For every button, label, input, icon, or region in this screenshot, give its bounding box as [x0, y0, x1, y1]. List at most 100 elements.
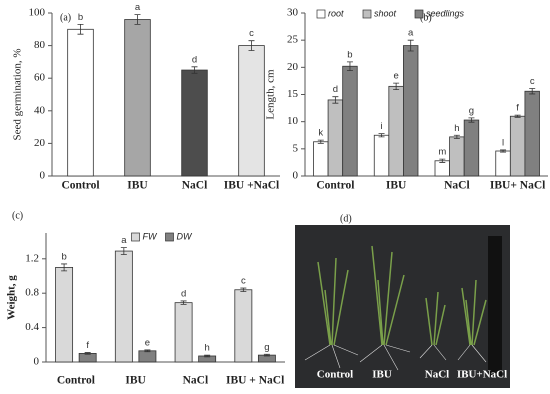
- bar: [238, 45, 265, 177]
- bar: [67, 28, 94, 177]
- error-bar: [332, 96, 339, 104]
- y-axis-label: Seed germination, %: [12, 49, 24, 141]
- legend-swatch: [414, 9, 424, 19]
- x-tick-label: NaCl: [183, 375, 209, 387]
- x-tick-label: Control: [61, 180, 99, 192]
- significance-letter: h: [454, 123, 459, 134]
- error-bar: [453, 134, 460, 139]
- significance-letter: d: [192, 54, 197, 65]
- bar: [138, 350, 157, 363]
- significance-letter: d: [181, 288, 186, 299]
- error-bar: [61, 263, 68, 272]
- legend-label: FW: [143, 231, 158, 241]
- bar: [114, 250, 133, 363]
- photo-label: IBU+NaCl: [457, 369, 507, 381]
- significance-letter: g: [264, 342, 269, 353]
- y-tick-label: 0.4: [25, 321, 39, 333]
- legend-label: seedlings: [426, 8, 465, 18]
- significance-letter: l: [502, 137, 504, 148]
- significance-letter: h: [205, 343, 210, 354]
- y-tick-label: 40: [34, 104, 46, 116]
- y-tick-label: 30: [287, 7, 299, 19]
- y-tick-label: 10: [287, 115, 299, 127]
- x-tick-label: NaCl: [182, 180, 208, 192]
- y-tick-label: 15: [287, 88, 299, 100]
- ruler: [488, 236, 502, 376]
- x-tick-label: Control: [57, 375, 95, 387]
- bar: [403, 45, 419, 177]
- bar: [449, 136, 465, 177]
- error-bar: [77, 24, 84, 35]
- significance-letter: a: [135, 2, 141, 13]
- y-tick-label: 0: [40, 170, 46, 182]
- bar: [373, 134, 390, 177]
- legend-swatch: [131, 232, 140, 242]
- significance-letter: b: [61, 251, 66, 262]
- legend-label: shoot: [374, 8, 397, 18]
- significance-letter: f: [516, 103, 519, 114]
- y-axis-label: Weight, g: [6, 275, 18, 320]
- photo-label: Control: [317, 369, 353, 381]
- y-tick-label: 5: [293, 142, 299, 154]
- significance-letter: c: [530, 76, 535, 87]
- panel-label: (b): [420, 12, 432, 23]
- bar: [124, 19, 151, 177]
- seedlings: [317, 245, 487, 346]
- error-bar: [317, 139, 324, 144]
- error-bar: [180, 300, 187, 305]
- significance-letter: i: [380, 121, 382, 132]
- significance-letter: m: [438, 147, 446, 158]
- significance-letter: d: [333, 84, 338, 95]
- bar: [388, 85, 404, 177]
- error-bar: [120, 247, 127, 255]
- significance-letter: e: [393, 71, 398, 82]
- x-tick-label: Control: [316, 180, 354, 192]
- y-tick-label: 100: [29, 7, 46, 19]
- error-bar: [240, 287, 247, 292]
- y-tick-label: 1.2: [25, 252, 39, 264]
- legend-swatch: [165, 232, 174, 242]
- significance-letter: a: [121, 235, 127, 246]
- x-tick-label: IBU +NaCl: [224, 180, 279, 192]
- bar: [78, 352, 97, 363]
- significance-letter: f: [86, 340, 89, 351]
- significance-letter: e: [145, 337, 150, 348]
- bar: [495, 150, 511, 177]
- error-bar: [500, 149, 507, 153]
- error-bar: [346, 61, 353, 71]
- error-bar: [191, 66, 198, 74]
- bar: [327, 99, 344, 177]
- panel-label: (d): [340, 213, 352, 224]
- bar: [463, 119, 480, 177]
- legend-label: DW: [177, 231, 193, 241]
- x-tick-label: NaCl: [444, 180, 470, 192]
- significance-letter: c: [249, 28, 254, 39]
- error-bar: [134, 14, 141, 25]
- significance-letter: g: [469, 105, 474, 116]
- error-bar: [248, 40, 255, 51]
- bar: [524, 90, 540, 177]
- error-bar: [514, 114, 521, 118]
- bar: [313, 141, 329, 177]
- y-tick-label: 60: [34, 72, 46, 84]
- x-tick-label: IBU: [127, 180, 148, 192]
- significance-letter: a: [408, 28, 414, 39]
- y-tick-label: 0: [34, 356, 40, 368]
- significance-letter: b: [347, 49, 352, 60]
- error-bar: [393, 82, 400, 91]
- error-bar: [84, 352, 91, 355]
- error-bar: [468, 117, 475, 123]
- bar: [174, 302, 193, 363]
- error-bar: [378, 133, 385, 138]
- legend-swatch: [362, 9, 372, 19]
- bar: [509, 115, 526, 177]
- y-axis-label: Length, cm: [265, 69, 277, 120]
- bar: [342, 65, 358, 177]
- legend-swatch: [316, 9, 326, 19]
- panel-label: (c): [12, 210, 23, 221]
- roots: [304, 344, 487, 371]
- photo-label: NaCl: [425, 369, 449, 381]
- x-tick-label: IBU + NaCl: [226, 375, 284, 387]
- y-tick-label: 80: [34, 39, 46, 51]
